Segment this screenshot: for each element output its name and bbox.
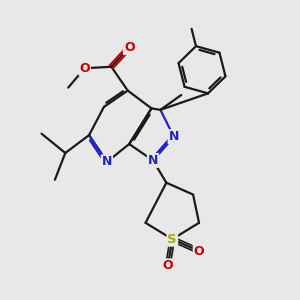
Text: N: N [169, 130, 179, 143]
Text: S: S [167, 233, 177, 246]
Text: N: N [148, 154, 158, 167]
Text: O: O [194, 244, 204, 258]
Text: O: O [124, 41, 134, 54]
Text: O: O [163, 260, 173, 272]
Text: O: O [79, 62, 90, 75]
Text: N: N [102, 155, 112, 168]
